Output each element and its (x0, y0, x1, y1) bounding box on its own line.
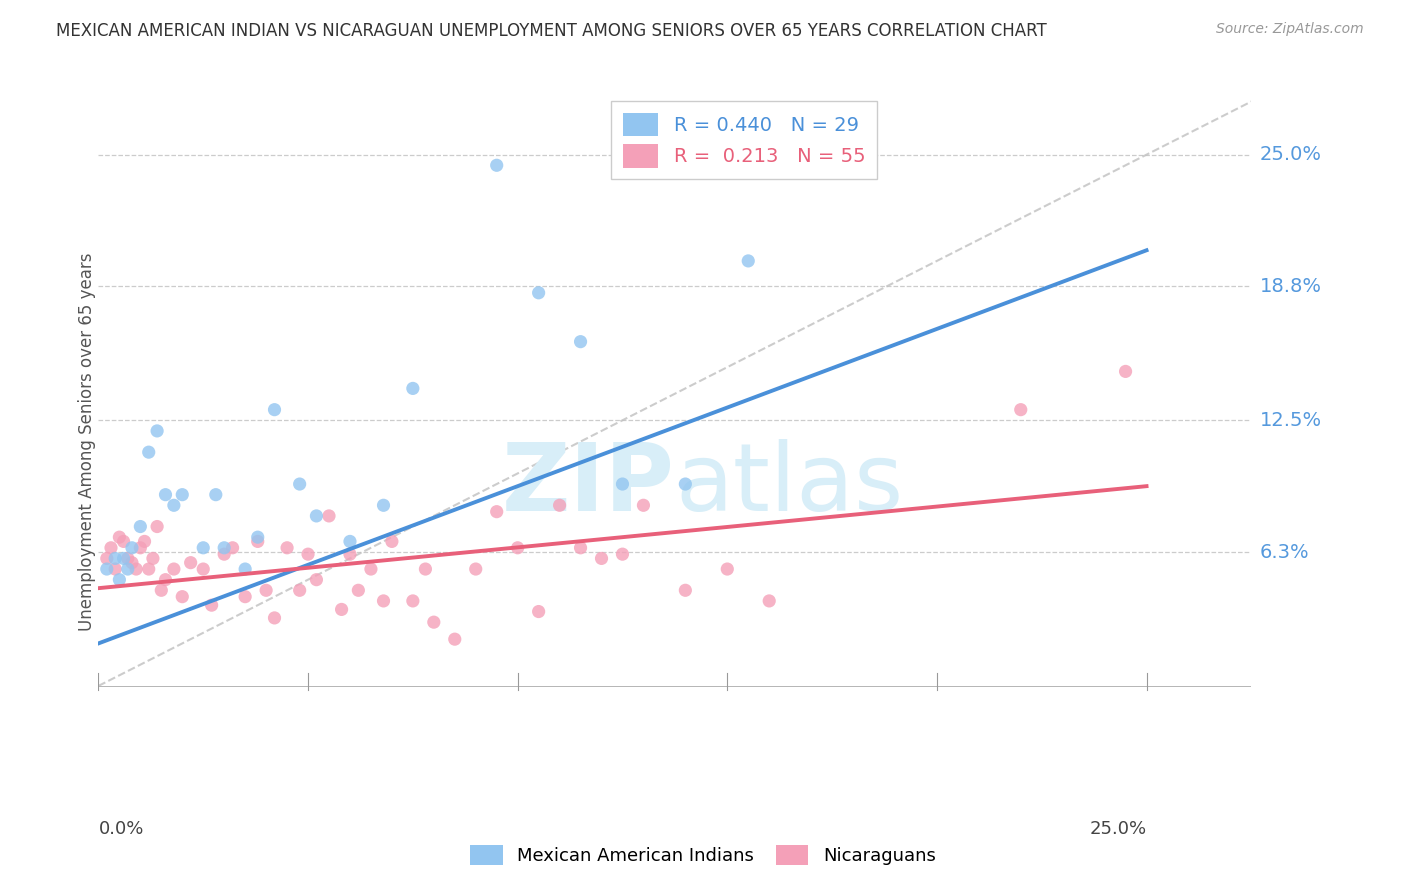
Point (591, 551, 613, 566)
Point (112, 534, 135, 549)
Point (381, 534, 404, 549)
Point (339, 534, 361, 549)
Point (673, 583, 696, 598)
Point (569, 541, 592, 555)
Legend: Mexican American Indians, Nicaraguans: Mexican American Indians, Nicaraguans (463, 838, 943, 872)
Point (201, 598, 224, 612)
Point (443, 632, 465, 647)
Point (464, 562, 486, 576)
Point (233, 562, 256, 576)
Text: Source: ZipAtlas.com: Source: ZipAtlas.com (1216, 22, 1364, 37)
Point (163, 498, 186, 512)
Point (193, 562, 215, 576)
Point (146, 424, 169, 438)
Point (305, 508, 328, 523)
Point (339, 547, 361, 561)
Point (172, 488, 194, 502)
Text: 12.5%: 12.5% (1260, 411, 1322, 430)
Point (330, 602, 353, 616)
Point (221, 541, 243, 555)
Point (254, 583, 277, 598)
Point (373, 594, 395, 608)
Point (125, 562, 148, 576)
Text: MEXICAN AMERICAN INDIAN VS NICARAGUAN UNEMPLOYMENT AMONG SENIORS OVER 65 YEARS C: MEXICAN AMERICAN INDIAN VS NICARAGUAN UN… (56, 22, 1047, 40)
Point (1010, 402, 1032, 417)
Point (263, 611, 285, 625)
Point (134, 534, 156, 549)
Y-axis label: Unemployment Among Seniors over 65 years: Unemployment Among Seniors over 65 years (79, 252, 96, 631)
Point (150, 583, 173, 598)
Point (104, 551, 127, 566)
Point (1115, 364, 1137, 378)
Point (673, 477, 696, 491)
Point (297, 547, 319, 561)
Point (415, 562, 437, 576)
Point (569, 334, 592, 349)
Text: atlas: atlas (675, 439, 903, 531)
Point (246, 530, 269, 544)
Point (347, 583, 370, 598)
Point (318, 508, 340, 523)
Point (212, 541, 235, 555)
Point (155, 573, 177, 587)
Point (112, 551, 135, 566)
Point (146, 519, 169, 533)
Point (108, 573, 131, 587)
Point (180, 556, 202, 570)
Point (233, 590, 256, 604)
Point (96, 562, 118, 576)
Point (212, 547, 235, 561)
Point (305, 573, 328, 587)
Point (100, 541, 122, 555)
Point (402, 381, 425, 395)
Point (172, 590, 194, 604)
Point (142, 551, 165, 566)
Point (129, 519, 152, 533)
Text: 18.8%: 18.8% (1260, 277, 1322, 296)
Point (612, 547, 634, 561)
Point (246, 534, 269, 549)
Point (360, 562, 382, 576)
Point (121, 541, 143, 555)
Point (117, 551, 139, 566)
Point (423, 615, 446, 630)
Point (373, 498, 395, 512)
Point (117, 562, 139, 576)
Point (737, 253, 759, 268)
Text: 25.0%: 25.0% (1090, 820, 1146, 838)
Point (758, 594, 780, 608)
Point (193, 541, 215, 555)
Point (163, 562, 186, 576)
Point (204, 488, 226, 502)
Text: 6.3%: 6.3% (1260, 542, 1309, 562)
Point (138, 445, 160, 459)
Point (485, 158, 508, 172)
Point (288, 583, 311, 598)
Point (716, 562, 738, 576)
Point (263, 402, 285, 417)
Text: 0.0%: 0.0% (98, 820, 143, 838)
Point (485, 505, 508, 519)
Point (527, 605, 550, 619)
Point (96, 551, 118, 566)
Point (129, 541, 152, 555)
Point (402, 594, 425, 608)
Point (288, 477, 311, 491)
Point (612, 477, 634, 491)
Point (548, 498, 571, 512)
Point (104, 562, 127, 576)
Point (121, 556, 143, 570)
Text: ZIP: ZIP (502, 439, 675, 531)
Point (108, 530, 131, 544)
Point (276, 541, 298, 555)
Point (633, 498, 655, 512)
Text: 25.0%: 25.0% (1260, 145, 1322, 164)
Legend: R = 0.440   N = 29, R =  0.213   N = 55: R = 0.440 N = 29, R = 0.213 N = 55 (612, 101, 877, 179)
Point (138, 562, 160, 576)
Point (527, 285, 550, 300)
Point (506, 541, 529, 555)
Point (155, 488, 177, 502)
